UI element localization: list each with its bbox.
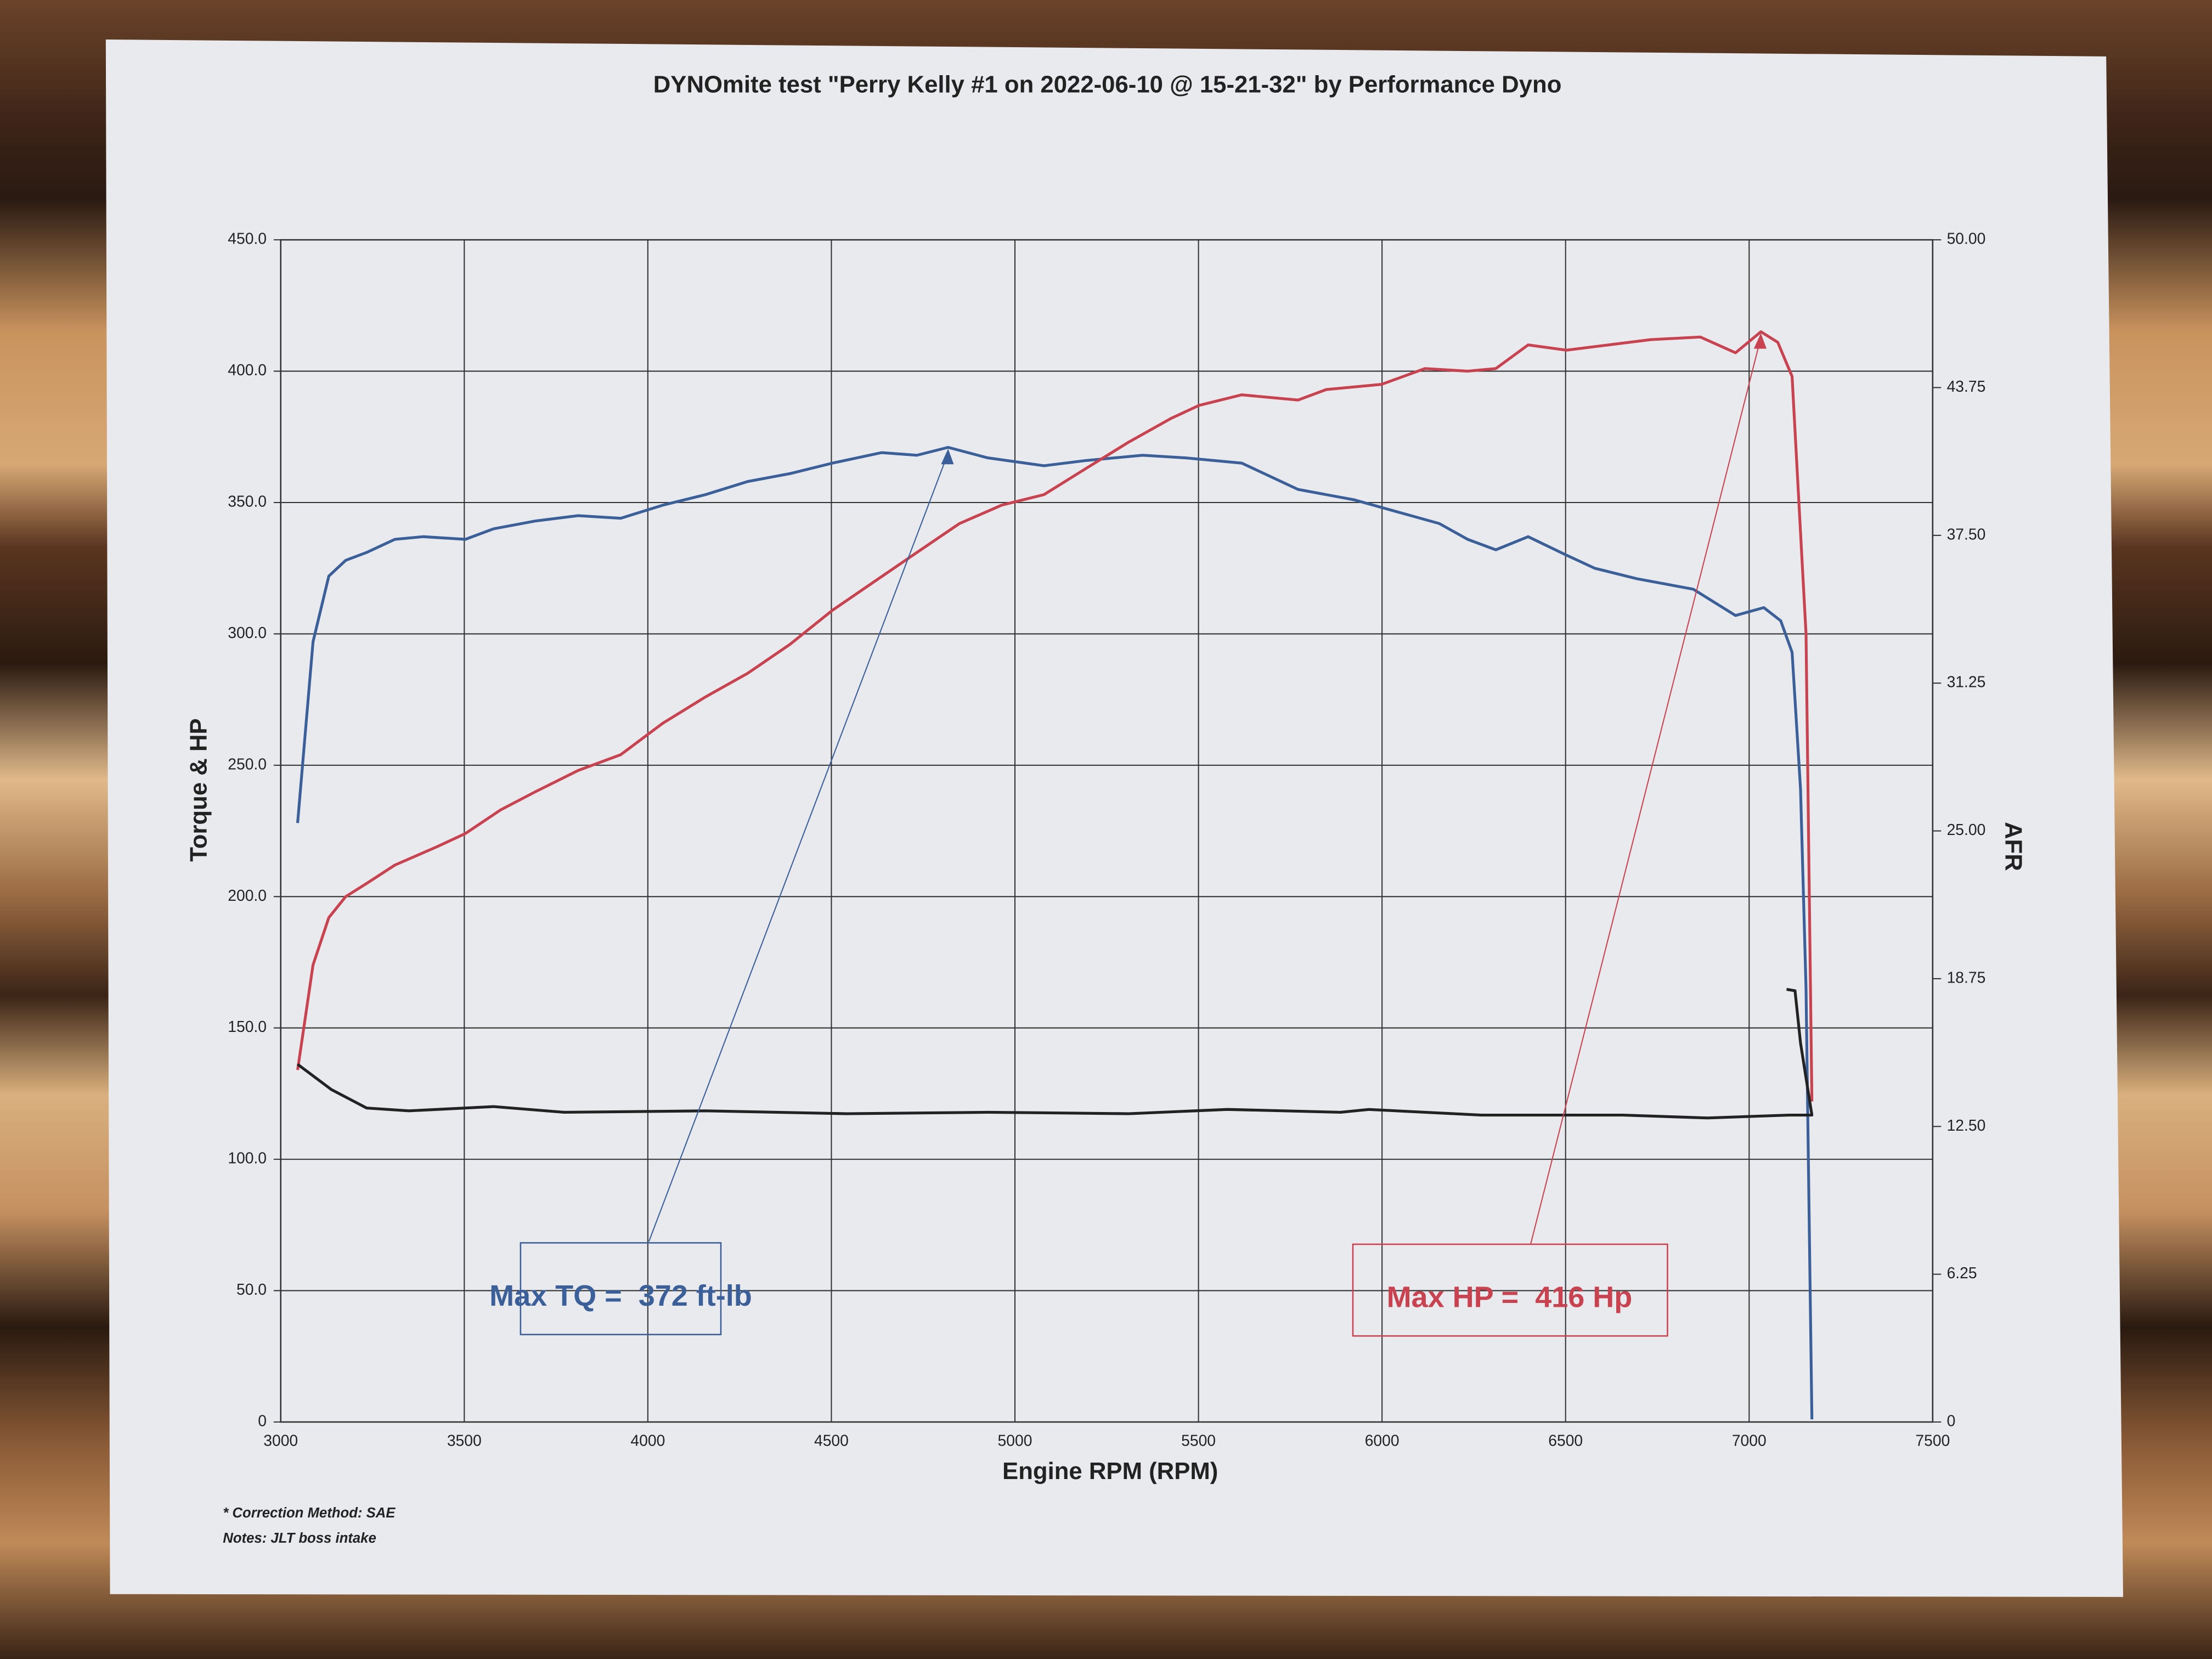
y-tick-label: 0: [258, 1412, 267, 1429]
annotation-arrow: [1530, 337, 1762, 1245]
y-axis-label: Torque & HP: [185, 718, 212, 861]
annotation-box: [520, 1242, 722, 1335]
y2-tick-label: 25.00: [1947, 821, 1986, 838]
x-tick-label: 7000: [1732, 1431, 1767, 1449]
y-tick-label: 100.0: [228, 1149, 267, 1167]
y2-tick-label: 18.75: [1947, 968, 1986, 986]
x-tick-label: 4000: [630, 1431, 665, 1449]
note: * Correction Method: SAE: [223, 1505, 396, 1521]
x-tick-label: 6000: [1365, 1431, 1400, 1449]
chart-title: DYNOmite test "Perry Kelly #1 on 2022-06…: [653, 71, 1562, 98]
y-tick-label: 50.0: [236, 1280, 267, 1298]
data-line: [296, 445, 1814, 1420]
y2-tick-label: 6.25: [1947, 1264, 1977, 1282]
y2-tick-label: 31.25: [1947, 673, 1986, 691]
y-tick-label: 350.0: [228, 492, 267, 510]
y-tick-label: 450.0: [228, 230, 267, 247]
note: Notes: JLT boss intake: [223, 1531, 376, 1546]
y-tick-label: 400.0: [228, 361, 267, 379]
paper: [105, 40, 2123, 1597]
y-tick-label: 150.0: [228, 1018, 267, 1035]
y-tick-label: 300.0: [228, 624, 267, 641]
y2-axis-label: AFR: [2000, 822, 2027, 871]
y2-tick-label: 50.00: [1947, 230, 1986, 247]
x-tick-label: 4500: [814, 1431, 849, 1449]
x-axis-label: Engine RPM (RPM): [1002, 1458, 1218, 1485]
annotation-text: Max HP = 416 Hp: [1387, 1281, 1633, 1314]
x-tick-label: 5000: [998, 1431, 1032, 1449]
arrow-head: [1753, 333, 1767, 349]
arrow-head: [941, 449, 954, 465]
x-tick-label: 3000: [263, 1431, 298, 1449]
x-tick-label: 7500: [1915, 1431, 1950, 1449]
y2-tick-label: 37.50: [1947, 525, 1986, 543]
annotation-text: Max TQ = 372 ft-lb: [489, 1279, 752, 1312]
y-tick-label: 200.0: [228, 887, 267, 904]
y2-tick-label: 43.75: [1947, 377, 1986, 395]
y2-tick-label: 12.50: [1947, 1116, 1986, 1134]
x-tick-label: 6500: [1548, 1431, 1583, 1449]
annotation-box: [1352, 1243, 1668, 1337]
y-tick-label: 250.0: [228, 755, 267, 772]
data-line: [296, 988, 1814, 1120]
x-tick-label: 3500: [447, 1431, 482, 1449]
annotation-arrow: [648, 453, 949, 1242]
x-tick-label: 5500: [1181, 1431, 1216, 1449]
data-line: [296, 330, 1814, 1102]
y2-tick-label: 0: [1947, 1412, 1956, 1429]
